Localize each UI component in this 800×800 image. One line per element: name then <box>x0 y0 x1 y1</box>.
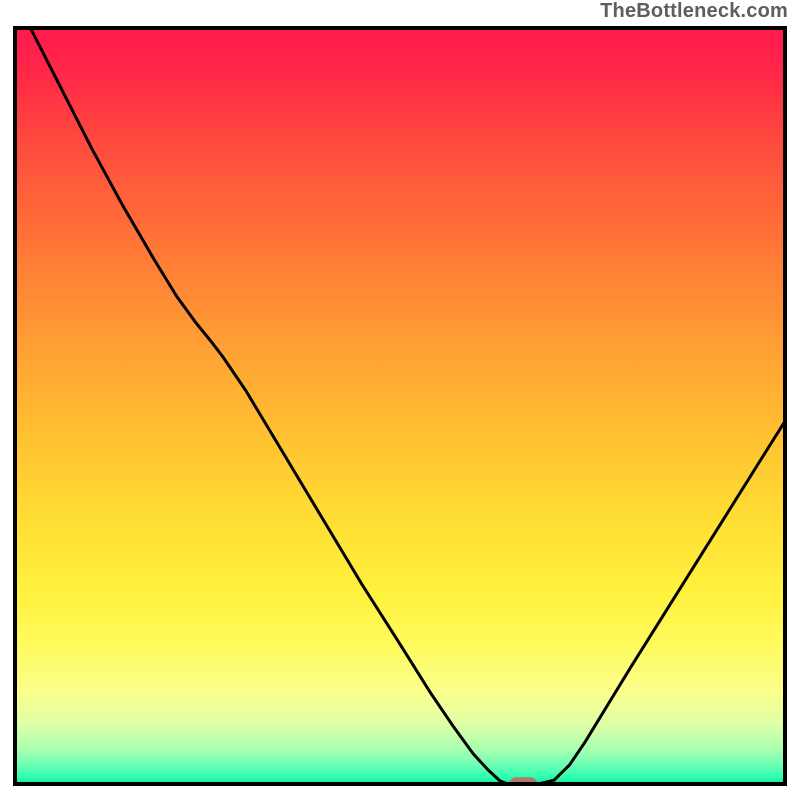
chart-container: TheBottleneck.com <box>0 0 800 800</box>
watermark-text: TheBottleneck.com <box>600 0 788 23</box>
bottleneck-chart <box>0 0 800 800</box>
chart-background <box>15 28 785 784</box>
